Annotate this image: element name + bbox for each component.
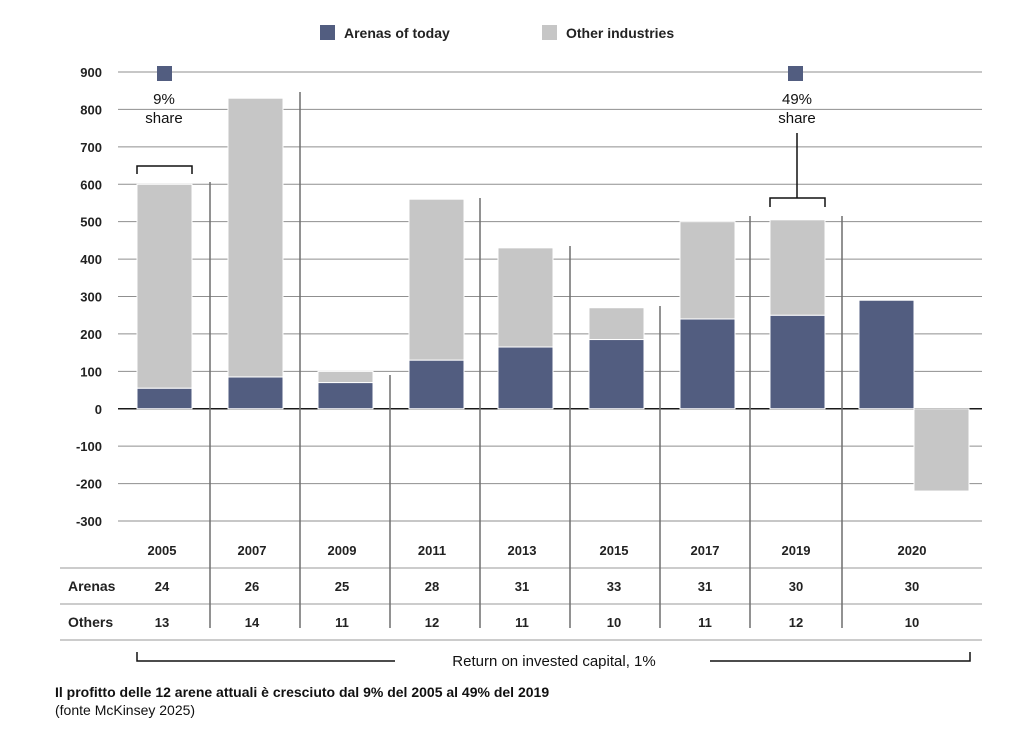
bracket-right xyxy=(710,652,971,662)
y-tick-label: -300 xyxy=(76,514,102,529)
y-tick-label: 700 xyxy=(80,140,102,155)
y-tick-label: 200 xyxy=(80,327,102,342)
y-tick-label: -100 xyxy=(76,439,102,454)
table-cell: 11 xyxy=(515,615,529,630)
bracket-left xyxy=(136,652,395,662)
table-cell: 33 xyxy=(607,579,621,594)
table-cell: 31 xyxy=(698,579,712,594)
x-category-label: 2017 xyxy=(691,543,720,558)
bar-arenas-2019 xyxy=(769,314,826,410)
x-category-label: 2013 xyxy=(508,543,537,558)
y-tick-label: 400 xyxy=(80,252,102,267)
y-tick-label: -200 xyxy=(76,477,102,492)
table-cell: 11 xyxy=(698,615,712,630)
share-percent: 49% xyxy=(782,91,812,108)
y-tick-label: 600 xyxy=(80,177,102,192)
bar-others-2020 xyxy=(913,408,970,492)
y-tick-label: 100 xyxy=(80,364,102,379)
bar-arenas-2007 xyxy=(227,376,284,410)
caption: Il profitto delle 12 arene attuali è cre… xyxy=(55,683,549,719)
bar-arenas-2011 xyxy=(408,359,465,410)
share-label: share xyxy=(145,110,183,127)
y-tick-label: 500 xyxy=(80,215,102,230)
bar-others-2005 xyxy=(136,183,193,389)
table-cell: 12 xyxy=(425,615,439,630)
chart: 900 800 700 600 500 400 300 200 100 0 -100 -200 -300… xyxy=(60,25,982,670)
bar-others-2013 xyxy=(497,247,554,348)
x-category-label: 2009 xyxy=(328,543,357,558)
table-cell: 24 xyxy=(155,579,170,594)
table-cell: 13 xyxy=(155,615,169,630)
share-bracket xyxy=(136,165,193,174)
y-tick-label: 300 xyxy=(80,290,102,305)
share-bracket xyxy=(769,197,826,207)
table-cell: 10 xyxy=(905,615,919,630)
bar-arenas-2020 xyxy=(858,299,915,410)
legend-swatch-1 xyxy=(320,25,335,40)
bar-arenas-2005 xyxy=(136,387,193,410)
y-tick-label: 800 xyxy=(80,102,102,117)
x-category-label: 2015 xyxy=(600,543,629,558)
x-category-label: 2011 xyxy=(418,543,446,558)
table-cell: 10 xyxy=(607,615,621,630)
table-cell: 25 xyxy=(335,579,349,594)
bar-others-2019 xyxy=(769,219,826,316)
table-cell: 31 xyxy=(515,579,529,594)
x-category-label: 2019 xyxy=(782,543,811,558)
table-cell: 28 xyxy=(425,579,439,594)
y-tick-label: 900 xyxy=(80,65,102,80)
table-cell: 26 xyxy=(245,579,259,594)
bar-others-2017 xyxy=(679,221,736,320)
table-cell: 12 xyxy=(789,615,803,630)
share-marker xyxy=(788,66,803,81)
table-row-label: Arenas xyxy=(68,578,116,594)
caption-title: Il profitto delle 12 arene attuali è cre… xyxy=(55,684,550,700)
caption-source: (fonte McKinsey 2025) xyxy=(55,702,196,718)
bar-arenas-2015 xyxy=(588,339,645,410)
bar-arenas-2017 xyxy=(679,318,736,410)
table-cell: 14 xyxy=(245,615,260,630)
legend-swatch-2 xyxy=(542,25,557,40)
bar-others-2015 xyxy=(588,307,645,341)
bar-arenas-2009 xyxy=(317,382,374,410)
legend-label-2: Other industries xyxy=(566,25,674,41)
x-category-label: 2020 xyxy=(898,543,927,558)
bar-others-2007 xyxy=(227,97,284,378)
x-category-label: 2007 xyxy=(238,543,267,558)
table-cell: 30 xyxy=(905,579,919,594)
bracket-label: Return on invested capital, 1% xyxy=(452,653,655,670)
table-row-label: Others xyxy=(68,614,113,630)
x-category-label: 2005 xyxy=(148,543,177,558)
y-tick-label: 0 xyxy=(95,402,102,417)
share-marker xyxy=(157,66,172,81)
bar-arenas-2013 xyxy=(497,346,554,410)
table-cell: 30 xyxy=(789,579,803,594)
share-percent: 9% xyxy=(153,91,175,108)
bar-others-2009 xyxy=(317,370,374,384)
share-label: share xyxy=(778,110,816,127)
bar-others-2011 xyxy=(408,198,465,361)
table-cell: 11 xyxy=(335,615,349,630)
legend-label-1: Arenas of today xyxy=(344,25,450,41)
